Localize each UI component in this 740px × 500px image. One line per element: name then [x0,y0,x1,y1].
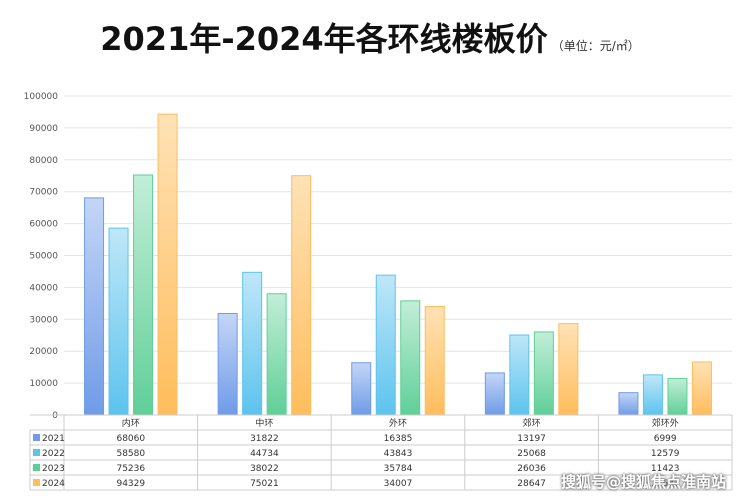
y-tick-label: 0 [52,411,58,421]
data-table: 内环 中环 外环 郊环 郊环外 2021 68060 31822 16385 13197 6999 2… [29,414,733,491]
legend-swatch [33,464,40,471]
category-label: 外环 [389,417,407,429]
y-tick-label: 30000 [29,315,58,325]
category-label: 中环 [255,417,273,429]
legend-label: 2021 [42,434,65,444]
y-axis-ticks: 0 10000 20000 30000 40000 50000 60000 70000 8000… [24,92,59,421]
table-value: 94329 [116,479,145,489]
watermark: 搜狐号@搜狐焦点淮南站 [560,473,726,491]
bar-2024-1 [291,175,312,416]
y-tick-label: 100000 [24,92,59,102]
y-tick-label: 90000 [29,124,58,134]
table-value: 68060 [116,434,145,444]
bar-2023-3 [533,331,554,416]
bar-2024-3 [558,323,579,416]
category-label: 郊环 [523,417,541,429]
table-value: 38022 [250,464,279,474]
bar-2021-0 [84,197,105,416]
category-label: 郊环外 [652,417,679,429]
y-tick-label: 20000 [29,347,58,357]
bar-2024-4 [691,361,712,416]
table-value: 6999 [654,434,677,444]
table-value: 16633 [651,479,680,489]
table-value: 16385 [384,434,413,444]
chart-title-block: 2021年-2024年各环线楼板价 （单位：元/㎡） [0,14,740,60]
bar-2022-1 [242,271,263,416]
table-value: 11423 [651,464,680,474]
legend-swatch [33,479,40,486]
table-value: 43843 [384,449,413,459]
table-value: 31822 [250,434,279,444]
bar-2024-0 [157,113,178,416]
y-tick-label: 40000 [29,283,58,293]
table-value: 34007 [384,479,413,489]
y-tick-label: 70000 [29,188,58,198]
table-value: 28647 [517,479,546,489]
table-value: 75021 [250,479,279,489]
bars [84,113,712,416]
y-tick-label: 60000 [29,220,58,230]
bar-2022-0 [108,227,129,416]
legend-swatch [33,434,40,441]
table-value: 26036 [517,464,546,474]
legend-label: 2023 [42,464,65,474]
bar-2021-3 [484,372,505,416]
y-tick-label: 50000 [29,252,58,262]
chart-unit: （单位：元/㎡） [551,39,640,53]
table-value: 12579 [651,449,680,459]
bar-2023-4 [667,378,688,416]
bar-2021-4 [618,392,639,416]
y-tick-label: 10000 [29,379,58,389]
bar-2024-2 [424,306,445,416]
legend-label: 2024 [42,479,65,489]
bar-2021-1 [217,312,238,416]
category-label: 内环 [122,417,140,429]
chart-title: 2021年-2024年各环线楼板价 [100,20,548,58]
table-value: 13197 [517,434,546,444]
bar-2023-1 [266,293,287,416]
legend-label: 2022 [42,449,65,459]
table-value: 35784 [384,464,413,474]
legend-swatch [33,449,40,456]
bar-2022-2 [375,274,396,416]
y-tick-label: 80000 [29,156,58,166]
bar-2023-0 [133,174,154,416]
table-value: 25068 [517,449,546,459]
bar-2022-3 [509,334,530,416]
bar-2022-4 [642,374,663,416]
table-value: 44734 [250,449,279,459]
bar-2021-2 [351,362,372,416]
table-value: 75236 [116,464,145,474]
table-value: 58580 [116,449,145,459]
bar-2023-2 [400,300,421,416]
